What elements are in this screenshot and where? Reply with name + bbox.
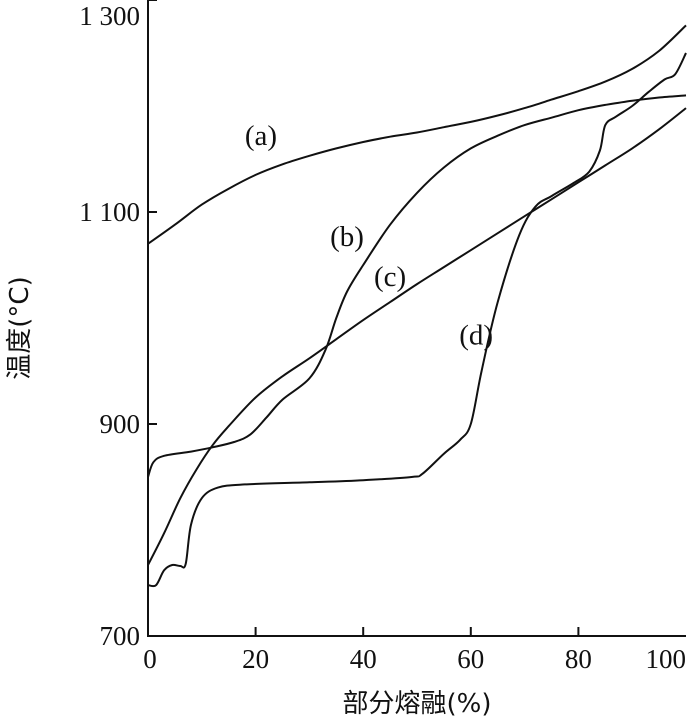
y-axis-title: 温度(°C) — [5, 276, 35, 379]
x-tick-label: 20 — [242, 644, 269, 674]
series-line-c — [147, 107, 687, 566]
x-tick-label: 80 — [565, 644, 592, 674]
series-layer — [147, 24, 687, 588]
y-tick-label: 900 — [100, 409, 141, 439]
x-tick-label: 40 — [350, 644, 377, 674]
series-line-d — [147, 52, 687, 588]
x-tick-label: 100 — [646, 644, 687, 674]
series-line-b — [147, 94, 687, 478]
axes: 0 20 40 60 80 100 700 900 1 100 1 300 — [79, 0, 686, 674]
series-label-b: (b) — [330, 221, 364, 253]
series-label-a: (a) — [245, 120, 277, 152]
series-labels: (a) (b) (c) (d) — [245, 120, 493, 351]
y-tick-label: 1 300 — [79, 1, 140, 31]
axis-frame — [147, 0, 686, 637]
x-axis-title: 部分熔融(%) — [343, 689, 492, 719]
x-tick-label: 60 — [457, 644, 484, 674]
series-label-c: (c) — [374, 261, 406, 293]
series-label-d: (d) — [459, 320, 493, 352]
y-tick-label: 700 — [100, 621, 141, 651]
x-tick-label: 0 — [143, 644, 157, 674]
y-tick-label: 1 100 — [79, 197, 140, 227]
series-line-a — [147, 24, 687, 245]
